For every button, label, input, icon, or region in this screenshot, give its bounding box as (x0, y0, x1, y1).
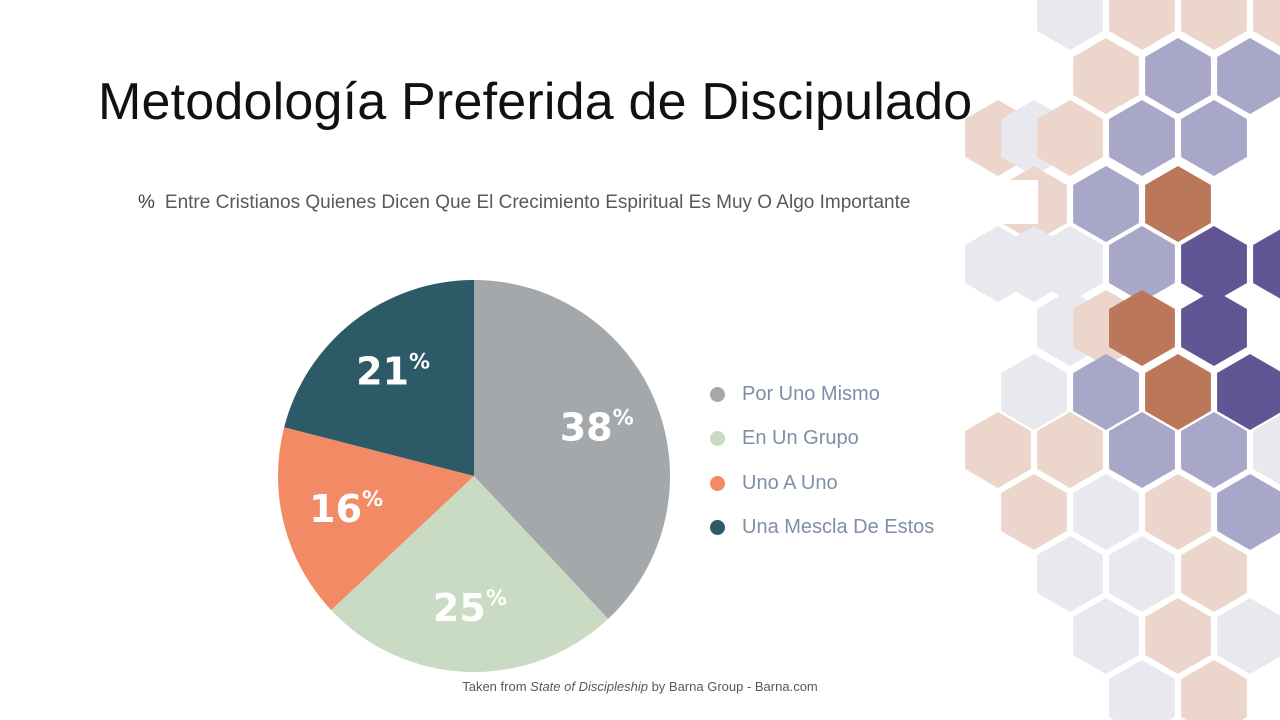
hexagon-tile (1109, 412, 1175, 488)
hexagon-tile (1253, 229, 1280, 299)
legend-swatch (710, 520, 725, 536)
hexagon-tile (1109, 536, 1175, 612)
subtitle-text: Entre Cristianos Quienes Dicen Que El Cr… (164, 192, 911, 213)
hexagon-tile (1037, 226, 1103, 302)
source-book-title: State of Discipleship (530, 679, 648, 694)
chart-legend: Por Uno Mismo En Un Grupo Uno A Uno Una Mes… (710, 372, 934, 550)
legend-item: Uno A Uno (710, 461, 934, 506)
hexagon-tile (1037, 0, 1103, 50)
percent-symbol: % (138, 192, 155, 213)
hexagon-tile (1109, 660, 1175, 720)
pie-chart: 38% 25% 16% 21% (278, 280, 671, 673)
legend-swatch (710, 475, 725, 491)
pie-slice-2 (331, 476, 609, 673)
hexagon-tile (1073, 354, 1139, 430)
hexagon-tile (1109, 100, 1175, 176)
legend-item: Una Mescla De Estos (710, 506, 934, 551)
hexagon-tile (965, 412, 1031, 488)
source-citation: Taken from State of Discipleship by Barn… (0, 679, 1280, 694)
pie-slice-4 (284, 280, 474, 476)
hexagon-tile (1109, 226, 1175, 302)
hexagon-tile (1073, 166, 1139, 242)
legend-label: Una Mescla De Estos (742, 516, 935, 539)
hexagon-tile (1181, 536, 1247, 612)
pie-data-label: 38% (560, 405, 634, 449)
legend-swatch (710, 386, 725, 402)
hexagon-tile (1253, 415, 1280, 485)
pie-data-label: 21% (356, 350, 430, 394)
legend-swatch (710, 431, 725, 447)
pie-slice-3 (278, 427, 474, 611)
hexagon-tile (1145, 166, 1211, 242)
subtitle-box: % Entre Cristianos Quienes Dicen Que El C… (128, 180, 1038, 224)
hexagon-tile (1181, 100, 1247, 176)
hexagon-tile (1181, 660, 1247, 720)
legend-label: Por Uno Mismo (742, 382, 880, 405)
hexagon-tile (1073, 38, 1139, 114)
source-suffix: by Barna Group - Barna.com (651, 679, 818, 694)
hexagon-tile (1073, 474, 1139, 550)
hexagon-tile (1109, 290, 1175, 366)
hexagon-tile (1145, 354, 1211, 430)
hexagon-tile (1181, 290, 1247, 366)
legend-label: En Un Grupo (742, 427, 859, 450)
hexagon-tile (1145, 598, 1211, 674)
hexagon-tile (1037, 100, 1103, 176)
hexagon-tile (1181, 226, 1247, 302)
hexagon-tile (1217, 474, 1280, 550)
hexagon-tile (1109, 0, 1175, 50)
source-prefix: Taken from (462, 679, 527, 694)
hexagon-tile (1217, 354, 1280, 430)
hexagon-tile (1253, 0, 1280, 47)
hexagon-tile (1037, 536, 1103, 612)
hexagon-tile (1001, 474, 1067, 550)
hexagon-tile (1181, 0, 1247, 50)
hexagon-tile (1145, 38, 1211, 114)
hexagon-tile (1145, 474, 1211, 550)
chart-subtitle: % Entre Cristianos Quienes Dicen Que El C… (138, 192, 910, 214)
hexagon-tile (1181, 412, 1247, 488)
legend-label: Uno A Uno (742, 471, 838, 494)
pie-data-label: 16% (309, 487, 383, 531)
pie-slice-1 (474, 280, 671, 619)
page-title: Metodología Preferida de Discipulado (98, 73, 973, 131)
legend-item: En Un Grupo (710, 417, 934, 462)
hexagon-tile (1073, 598, 1139, 674)
hexagon-tile (1037, 412, 1103, 488)
legend-item: Por Uno Mismo (710, 372, 934, 417)
hexagon-tile (1001, 354, 1067, 430)
hexagon-tile (1217, 38, 1280, 114)
hexagon-tile (1217, 598, 1280, 674)
pie-data-label: 25% (433, 586, 507, 630)
